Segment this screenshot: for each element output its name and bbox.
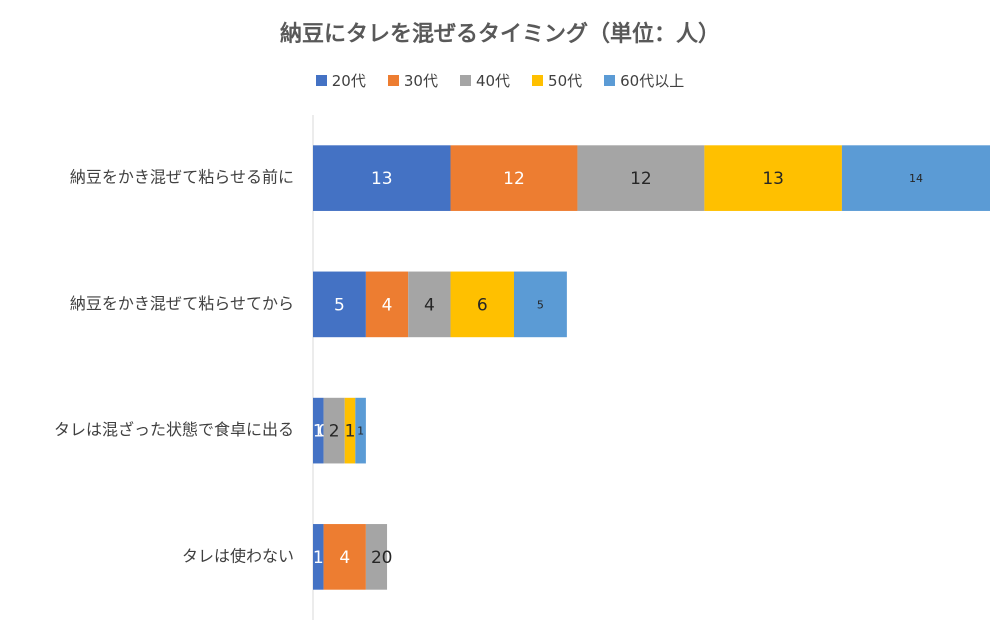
data-label: 14	[909, 172, 923, 185]
legend-label: 60代以上	[620, 72, 685, 90]
bar-segment	[513, 271, 567, 338]
bar-segment	[577, 145, 705, 211]
chart-title: 納豆にタレを混ぜるタイミング（単位：人）	[279, 22, 720, 47]
legend-item: 30代	[387, 70, 438, 91]
bar-segment	[313, 271, 366, 338]
data-label: 12	[630, 169, 652, 189]
data-label: 1	[345, 422, 356, 442]
legend-label: 30代	[403, 72, 438, 90]
data-label: 2	[329, 422, 340, 442]
bar-segment	[365, 271, 409, 338]
category-tick-label: タレは使わない	[182, 546, 294, 565]
data-label: 4	[382, 295, 393, 315]
data-label: 1	[313, 548, 324, 568]
data-label: 13	[371, 169, 393, 189]
bar-segment	[323, 397, 345, 464]
legend: 20代 30代 40代 50代 60代以上	[0, 70, 1000, 91]
bar-segment	[355, 397, 366, 464]
data-label: 1	[313, 422, 324, 442]
legend-label: 50代	[548, 72, 583, 90]
data-label: 1	[357, 425, 364, 438]
data-label: 6	[477, 295, 488, 315]
legend-label: 40代	[475, 72, 511, 90]
bar-segment	[323, 524, 366, 590]
data-label: 2	[371, 548, 382, 568]
bar-segment	[313, 397, 324, 464]
legend-item: 60代以上	[604, 70, 684, 91]
legend-swatch	[532, 75, 544, 86]
data-label: 4	[424, 295, 435, 315]
legend-swatch	[315, 75, 327, 86]
legend-swatch	[459, 75, 471, 86]
category-tick-label: 納豆をかき混ぜて粘らせる前に	[70, 168, 294, 187]
bar-segment	[344, 397, 356, 464]
legend-item: 40代	[459, 70, 511, 91]
category-tick-label: タレは混ざった状態で食卓に出る	[54, 420, 294, 439]
category-tick-label: 納豆をかき混ぜて粘らせてから	[70, 294, 294, 313]
data-label: 5	[537, 298, 544, 311]
data-label: 4	[339, 548, 350, 568]
data-label: 13	[762, 169, 784, 189]
bar-segment	[313, 524, 324, 590]
legend-item: 20代	[315, 70, 366, 91]
bar-segment	[313, 145, 451, 211]
bar-segment	[365, 524, 388, 590]
bar-segment	[450, 145, 578, 211]
data-label: 0	[382, 548, 393, 568]
legend-swatch	[387, 75, 399, 86]
bar-segment	[704, 145, 842, 211]
bar-segment	[450, 271, 514, 338]
bar-segment	[408, 271, 451, 338]
legend-swatch	[604, 75, 616, 86]
data-label: 12	[503, 169, 525, 189]
legend-label: 20代	[331, 72, 366, 90]
data-label: 5	[334, 295, 345, 315]
legend-item: 50代	[532, 70, 582, 91]
bar-segment	[841, 145, 990, 211]
